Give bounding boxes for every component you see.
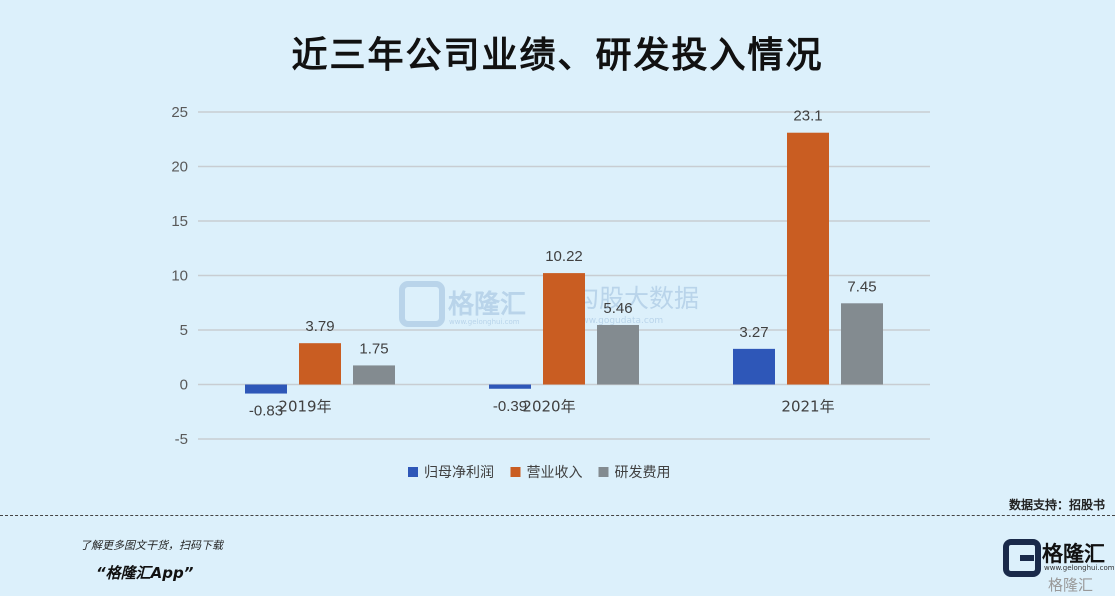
data-label: 1.75 (359, 340, 388, 357)
legend-swatch (598, 467, 609, 477)
bar-chart: 格隆汇 www.gelonghui.com 勾股大数据 www.gogudata… (171, 104, 930, 481)
y-tick-label: 10 (171, 268, 188, 285)
legend-label: 营业收入 (527, 465, 583, 481)
bar (299, 343, 341, 385)
data-label: 7.45 (847, 278, 876, 295)
data-label: 10.22 (545, 248, 583, 265)
bars (245, 132, 883, 394)
legend-label: 归母净利润 (424, 464, 494, 481)
promo-text: 了解更多图文干货，扫码下载 (80, 539, 223, 552)
data-label: -0.39 (493, 398, 527, 415)
logo-icon (1003, 539, 1041, 577)
brand-logo: 格隆汇 www.gelonghui.com 格隆汇 (1000, 536, 1115, 594)
watermark-data-brand: 勾股大数据 (574, 284, 699, 313)
bar (245, 384, 287, 394)
legend: 归母净利润 营业收入 研发费用 (408, 464, 671, 481)
bar (353, 365, 395, 385)
logo-url: www.gelonghui.com (1044, 564, 1115, 572)
watermark-brand: 格隆汇 (448, 289, 526, 320)
watermark: 格隆汇 www.gelonghui.com 勾股大数据 www.gogudata… (399, 281, 699, 328)
legend-swatch (510, 467, 521, 477)
bar (841, 303, 883, 385)
legend-swatch (408, 467, 418, 477)
data-label: 23.1 (793, 108, 822, 125)
y-tick-label: 0 (180, 377, 188, 394)
bar (597, 324, 639, 385)
y-tick-label: 15 (171, 213, 188, 230)
chart-title: 近三年公司业绩、研发投入情况 (291, 35, 824, 76)
legend-label: 研发费用 (615, 465, 671, 481)
watermark-brand-url: www.gelonghui.com (449, 318, 520, 326)
data-labels: -0.83 3.79 1.75 -0.39 10.22 5.46 3.27 23.1 7.45 (249, 108, 877, 420)
data-label: 3.27 (739, 324, 768, 341)
data-label: 3.79 (305, 318, 334, 335)
y-tick-label: 20 (171, 159, 188, 176)
data-label: -0.83 (249, 403, 283, 420)
app-name: “格隆汇App” (96, 564, 194, 582)
data-source: 数据支持：招股书 (1008, 498, 1105, 512)
logo-name: 格隆汇 (1042, 542, 1105, 566)
y-tick-label: -5 (175, 431, 188, 448)
x-category-label: 2019年 (278, 398, 331, 416)
data-label: 5.46 (603, 300, 632, 317)
x-category-label: 2020年 (522, 398, 575, 416)
bar (543, 273, 585, 385)
footer-divider (0, 515, 1115, 516)
axis: 25 20 15 10 5 0 -5 2019年 2020年 2021年 (171, 104, 834, 448)
bar (733, 348, 775, 385)
watermark-data-url: www.gogudata.com (574, 316, 663, 326)
watermark-logo-icon (399, 281, 445, 327)
x-category-label: 2021年 (781, 398, 834, 416)
bar (489, 384, 531, 389)
bar (787, 132, 829, 385)
logo-sub: 格隆汇 (1048, 576, 1094, 594)
y-tick-label: 5 (180, 322, 188, 339)
y-tick-label: 25 (171, 104, 188, 121)
